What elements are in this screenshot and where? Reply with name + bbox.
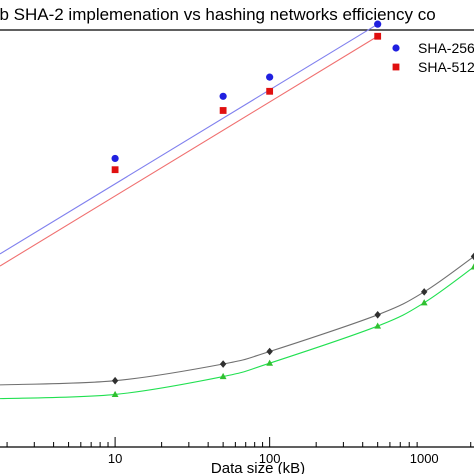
series-1 (0, 20, 382, 255)
series-fit-line (0, 23, 378, 255)
data-point-square (219, 107, 227, 114)
series-fit-line (0, 35, 378, 267)
data-point-square (266, 87, 274, 95)
data-point-triangle (470, 263, 474, 270)
data-point-diamond (421, 288, 428, 296)
data-point-triangle (219, 372, 227, 380)
data-point-diamond (374, 311, 381, 319)
x-tick-label: 1000 (410, 451, 439, 466)
legend-label: SHA-256 (418, 40, 474, 56)
x-axis-label: Data size (kB) (211, 460, 305, 474)
data-point-circle (111, 154, 119, 163)
data-point-triangle (111, 390, 119, 398)
data-point-triangle (266, 359, 274, 366)
series-2 (0, 32, 382, 267)
legend: SHA-256 SHA-512 (392, 40, 474, 75)
data-point-square (374, 32, 382, 40)
data-point-square (111, 166, 119, 174)
data-point-triangle (420, 299, 428, 306)
data-point-square (392, 63, 400, 71)
data-point-diamond (111, 376, 119, 385)
data-point-circle (374, 20, 382, 28)
data-point-diamond (470, 252, 474, 261)
x-axis-ticks: 10 100 1000 (6, 437, 472, 466)
chart-title: ab SHA-2 implemenation vs hashing networ… (0, 5, 436, 24)
x-tick-label: 100 (259, 451, 281, 466)
series-fit-line (0, 266, 474, 400)
series-fit-line (0, 255, 474, 386)
data-point-diamond (266, 347, 273, 356)
data-point-triangle (374, 322, 382, 329)
data-point-diamond (219, 360, 227, 368)
legend-label: SHA-512 (418, 59, 474, 75)
x-tick-label: 10 (108, 451, 122, 466)
series-4 (0, 263, 474, 400)
data-point-circle (392, 44, 400, 52)
data-point-circle (266, 73, 274, 81)
data-point-circle (219, 92, 227, 100)
series-layer (0, 20, 474, 400)
series-3 (0, 252, 474, 386)
